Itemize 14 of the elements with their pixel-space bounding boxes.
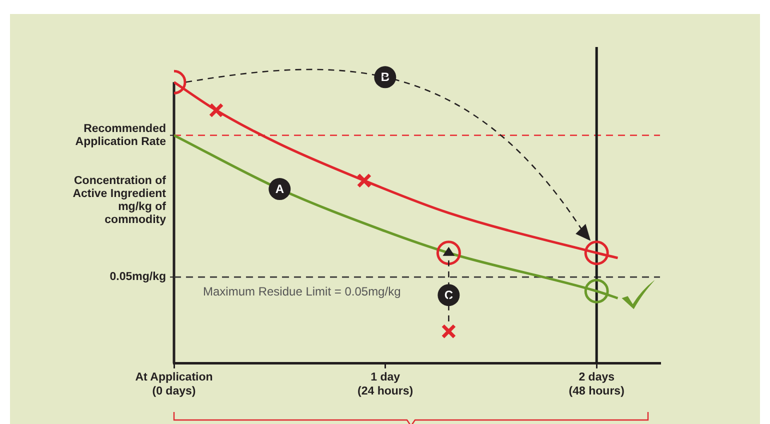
annotation: C [444, 288, 454, 302]
x-tick-label: At Application (0 days) [135, 371, 213, 398]
annotation: Maximum Residue Limit = 0.05mg/kg [203, 284, 401, 298]
ref-line-label: Recommended Application Rate [75, 122, 166, 148]
x-tick-label: 2 days (48 hours) [568, 371, 625, 398]
point [441, 324, 456, 339]
y-axis-title: Concentration of Active Ingredient mg/kg of commodity [72, 174, 167, 226]
point [356, 173, 372, 188]
x-tick-label: 1 day (24 hours) [358, 371, 414, 398]
point [208, 102, 224, 118]
ref-line-label: 0.05mg/kg [110, 271, 166, 284]
annotation: A [275, 182, 284, 196]
point [584, 240, 609, 266]
point [584, 278, 609, 304]
